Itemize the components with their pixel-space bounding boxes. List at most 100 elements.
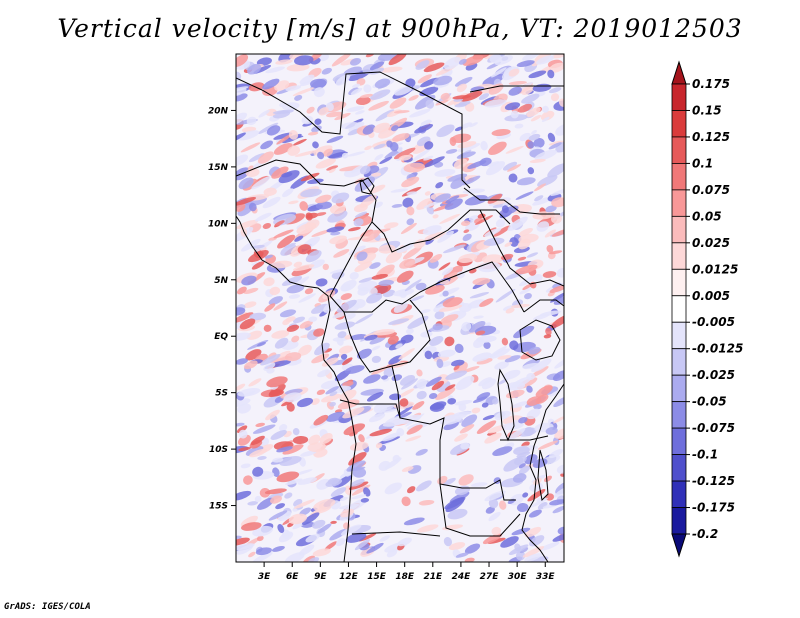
- field-patch: [402, 197, 414, 208]
- field-patch: [256, 341, 267, 347]
- field-patch: [469, 122, 478, 128]
- field-patch: [534, 149, 558, 161]
- field-patch: [440, 314, 459, 324]
- field-patch: [460, 442, 470, 450]
- field-patch: [440, 92, 450, 101]
- field-patch: [505, 145, 524, 154]
- colorbar-label: -0.2: [692, 527, 718, 541]
- field-patch: [425, 99, 435, 109]
- colorbar-label: -0.125: [692, 474, 735, 488]
- field-patch: [548, 142, 562, 150]
- field-patch: [374, 154, 384, 161]
- field-patch: [420, 77, 439, 88]
- field-patch: [410, 295, 425, 302]
- field-patch: [462, 366, 480, 373]
- field-patch: [297, 244, 312, 255]
- field-patch: [381, 375, 389, 380]
- field-patch: [516, 502, 529, 513]
- field-patch: [550, 314, 564, 329]
- field-patch: [519, 132, 531, 142]
- field-patch: [526, 372, 536, 381]
- field-patch: [489, 54, 502, 64]
- field-patch: [334, 112, 351, 121]
- lake-chad: [359, 177, 375, 195]
- field-patch: [384, 482, 402, 495]
- field-patch: [269, 286, 281, 296]
- field-patch: [518, 463, 526, 469]
- field-patch: [494, 361, 509, 370]
- field-patch: [430, 401, 447, 410]
- field-patch: [273, 301, 288, 311]
- field-patch: [447, 398, 457, 405]
- field-patch: [460, 122, 473, 129]
- field-patch: [263, 187, 277, 196]
- field-patch: [293, 499, 315, 509]
- field-patch: [260, 140, 273, 150]
- field-patch: [386, 549, 398, 558]
- field-patch: [526, 107, 541, 118]
- field-patch: [340, 293, 352, 301]
- field-patch: [528, 509, 542, 518]
- colorbar: 0.175 0.15 0.125 0.1 0.075 0.05 0.025 0.0125 0.0…: [671, 60, 743, 558]
- field-patch: [519, 287, 532, 295]
- field-patch: [266, 376, 288, 388]
- field-patch: [358, 277, 375, 283]
- field-patch: [541, 116, 550, 123]
- field-patch: [236, 112, 248, 126]
- field-patch: [402, 245, 422, 260]
- lat-tick-label: 15S: [209, 502, 228, 512]
- field-patch: [463, 229, 470, 234]
- field-patch: [369, 428, 392, 437]
- field-patch: [275, 503, 286, 510]
- field-patch: [476, 358, 493, 365]
- field-patch: [471, 407, 481, 414]
- field-patch: [369, 61, 385, 71]
- field-patch: [444, 384, 456, 391]
- field-patch: [545, 327, 552, 336]
- field-patch: [405, 435, 422, 442]
- field-patch: [513, 325, 535, 339]
- field-patch: [298, 293, 316, 303]
- field-patch: [491, 67, 507, 78]
- field-patch: [236, 71, 242, 81]
- field-patch: [280, 244, 297, 256]
- field-patch: [548, 62, 564, 73]
- field-patch: [515, 191, 534, 200]
- field-patch: [549, 389, 562, 397]
- field-patch: [514, 264, 538, 275]
- field-patch: [469, 291, 490, 299]
- field-patch: [462, 175, 481, 186]
- field-patch: [339, 389, 357, 402]
- field-patch: [396, 270, 414, 283]
- field-patch: [502, 161, 518, 171]
- field-patch: [340, 524, 362, 536]
- colorbar-segment: [671, 374, 687, 403]
- field-patch: [321, 67, 332, 75]
- field-patch: [531, 358, 552, 373]
- field-patch: [307, 442, 326, 452]
- field-patch: [286, 284, 305, 294]
- field-patch: [485, 506, 495, 514]
- field-patch: [504, 241, 513, 247]
- field-patch: [388, 355, 403, 365]
- colorbar-label: 0.175: [692, 77, 730, 91]
- field-patch: [328, 168, 336, 173]
- field-patch: [373, 328, 396, 336]
- colorbar-label: 0.125: [692, 130, 730, 144]
- field-patch: [311, 229, 331, 237]
- field-patch: [416, 378, 428, 390]
- field-patch: [443, 536, 452, 547]
- field-patch: [502, 202, 508, 207]
- colorbar-label: -0.175: [692, 501, 735, 515]
- field-patch: [545, 205, 557, 213]
- field-patch: [366, 392, 384, 402]
- field-patch: [236, 87, 247, 97]
- field-patch: [557, 526, 564, 535]
- field-patch: [484, 322, 492, 327]
- field-patch: [415, 282, 427, 291]
- field-patch: [292, 435, 309, 445]
- field-patch: [531, 129, 537, 135]
- field-patch: [330, 487, 347, 497]
- map-title: Vertical velocity [m/s] at 900hPa, VT: 2…: [57, 14, 743, 43]
